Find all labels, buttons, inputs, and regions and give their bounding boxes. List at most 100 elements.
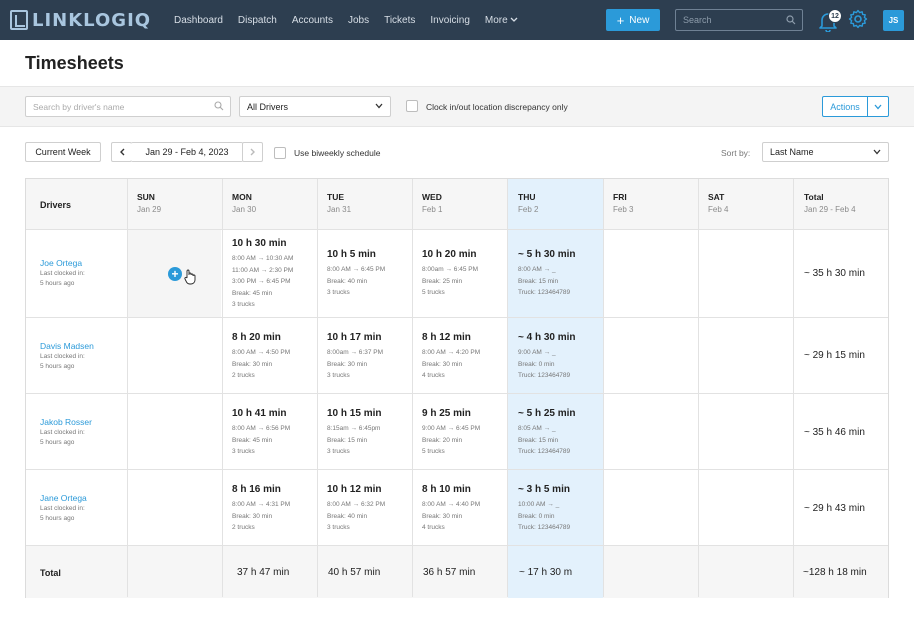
nav-jobs[interactable]: Jobs: [347, 14, 370, 26]
discrepancy-checkbox[interactable]: [406, 100, 418, 112]
day-name: WED: [422, 192, 442, 202]
truck-info: Truck: 123464789: [518, 372, 571, 379]
break-info: Break: 0 min: [518, 512, 555, 520]
add-entry-button[interactable]: +: [168, 267, 182, 281]
global-search-input[interactable]: [683, 13, 783, 27]
trucks-info: 4 trucks: [422, 524, 445, 531]
driver-cell: Davis Madsen Last clocked in: 5 hours ag…: [40, 341, 94, 371]
driver-search-input[interactable]: [33, 100, 203, 113]
column-divider: [127, 179, 128, 597]
search-icon[interactable]: [786, 15, 796, 25]
search-icon[interactable]: [214, 101, 224, 111]
week-total: ~ 29 h 43 min: [804, 503, 865, 514]
nav-tickets[interactable]: Tickets: [384, 14, 416, 26]
nav-invoicing[interactable]: Invoicing: [430, 14, 470, 26]
day-total: 8 h 20 min: [232, 332, 281, 343]
biweekly-label: Use biweekly schedule: [294, 148, 381, 158]
timesheet-cell[interactable]: 10 h 30 min 8:00 AM → 10:30 AM 11:00 AM …: [232, 238, 293, 311]
biweekly-checkbox[interactable]: [274, 147, 286, 159]
day-date: Feb 1: [422, 205, 443, 214]
gear-icon[interactable]: [848, 9, 868, 29]
footer-total-label: Total: [40, 568, 61, 578]
timesheet-cell[interactable]: 10 h 15 min 8:15am → 6:45pm Break: 15 mi…: [327, 408, 381, 458]
app-logo[interactable]: LINKLOGIQ: [10, 9, 151, 31]
driver-name-link[interactable]: Jane Ortega: [40, 493, 87, 503]
day-name: MON: [232, 192, 252, 202]
day-total: 10 h 12 min: [327, 484, 382, 495]
trucks-info: 2 trucks: [232, 372, 255, 379]
timesheet-cell[interactable]: 10 h 20 min 8:00am → 6:45 PM Break: 25 m…: [422, 249, 478, 299]
day-date: Feb 3: [613, 205, 634, 214]
timesheet-cell[interactable]: 8 h 10 min 8:00 AM → 4:40 PM Break: 30 m…: [422, 484, 480, 534]
break-info: Break: 45 min: [232, 436, 273, 444]
chevron-down-icon: [510, 17, 518, 22]
driver-name-link[interactable]: Davis Madsen: [40, 341, 94, 351]
timesheet-cell[interactable]: ~ 3 h 5 min 10:00 AM → _ Break: 0 min Tr…: [518, 484, 570, 534]
day-name: FRI: [613, 192, 627, 202]
day-total: 10 h 20 min: [422, 249, 477, 260]
timesheet-cell[interactable]: 9 h 25 min 9:00 AM → 6:45 PM Break: 20 m…: [422, 408, 480, 458]
trucks-info: 3 trucks: [327, 524, 350, 531]
footer-total-tue: 40 h 57 min: [328, 567, 381, 578]
break-info: Break: 30 min: [232, 360, 273, 368]
driver-name-link[interactable]: Jakob Rosser: [40, 417, 92, 427]
prev-week-button[interactable]: [111, 142, 132, 162]
actions-toggle[interactable]: [868, 97, 888, 116]
break-info: Break: 30 min: [327, 360, 368, 368]
last-clocked-value: 5 hours ago: [40, 363, 75, 370]
break-info: Break: 15 min: [518, 436, 559, 444]
new-button[interactable]: + New: [606, 9, 660, 31]
footer-total-thu: ~ 17 h 30 m: [519, 567, 573, 578]
day-date: Jan 29 - Feb 4: [804, 205, 856, 214]
break-info: Break: 30 min: [422, 360, 463, 368]
last-clocked-label: Last clocked in:: [40, 429, 85, 436]
day-name: THU: [518, 192, 536, 202]
sort-value: Last Name: [770, 147, 814, 157]
nav-dispatch[interactable]: Dispatch: [237, 14, 277, 26]
time-range: 3:00 PM → 6:45 PM: [232, 278, 291, 285]
chevron-down-icon: [873, 149, 881, 155]
timesheet-cell[interactable]: 8 h 20 min 8:00 AM → 4:50 PM Break: 30 m…: [232, 332, 290, 382]
column-divider: [317, 179, 318, 597]
timesheet-cell[interactable]: 10 h 12 min 8:00 AM → 6:32 PM Break: 40 …: [327, 484, 385, 534]
timesheet-cell[interactable]: ~ 4 h 30 min 9:00 AM → _ Break: 0 min Tr…: [518, 332, 576, 382]
time-range: 10:00 AM → _: [518, 501, 560, 508]
driver-name-link[interactable]: Joe Ortega: [40, 258, 83, 268]
current-week-button[interactable]: Current Week: [25, 142, 101, 162]
day-total: ~ 5 h 25 min: [518, 408, 576, 419]
sort-select[interactable]: Last Name: [762, 142, 889, 162]
driver-search: [25, 96, 231, 117]
actions-button-label[interactable]: Actions: [823, 97, 868, 116]
chevron-down-icon: [874, 104, 882, 109]
page-title: Timesheets: [25, 53, 124, 73]
nav-accounts[interactable]: Accounts: [291, 14, 333, 26]
break-info: Break: 40 min: [327, 277, 368, 285]
week-total: ~ 29 h 15 min: [804, 350, 865, 361]
nav-dashboard[interactable]: Dashboard: [174, 14, 223, 26]
timesheet-cell[interactable]: 10 h 17 min 8:00am → 6:37 PM Break: 30 m…: [327, 332, 383, 382]
driver-filter-value: All Drivers: [247, 101, 289, 112]
timesheet-cell[interactable]: ~ 5 h 30 min 8:00 AM → _ Break: 15 min T…: [518, 249, 576, 299]
next-week-button[interactable]: [242, 142, 263, 162]
row-divider: [26, 545, 888, 546]
footer-grand-total: ~128 h 18 min: [803, 567, 867, 578]
day-date: Jan 31: [327, 205, 352, 214]
driver-filter-select[interactable]: All Drivers: [239, 96, 391, 117]
timesheet-cell[interactable]: ~ 5 h 25 min 8:05 AM → _ Break: 15 min T…: [518, 408, 576, 458]
nav-more[interactable]: More: [485, 15, 519, 26]
day-name: TUE: [327, 192, 344, 202]
user-avatar[interactable]: JS: [883, 10, 904, 31]
timesheet-cell[interactable]: 10 h 41 min 8:00 AM → 6:56 PM Break: 45 …: [232, 408, 290, 458]
column-divider: [793, 179, 794, 597]
time-range: 8:00 AM → 6:45 PM: [327, 266, 386, 273]
timesheet-cell[interactable]: 10 h 5 min 8:00 AM → 6:45 PM Break: 40 m…: [327, 249, 385, 299]
actions-dropdown[interactable]: Actions: [822, 96, 889, 117]
timesheet-cell[interactable]: 8 h 12 min 8:00 AM → 4:20 PM Break: 30 m…: [422, 332, 480, 382]
trucks-info: 4 trucks: [422, 372, 445, 379]
time-range: 11:00 AM → 2:30 PM: [232, 266, 294, 274]
last-clocked-value: 5 hours ago: [40, 515, 75, 522]
timesheet-cell[interactable]: 8 h 16 min 8:00 AM → 4:31 PM Break: 30 m…: [232, 484, 290, 534]
time-range: 8:15am → 6:45pm: [327, 425, 381, 432]
day-total: 10 h 41 min: [232, 408, 287, 419]
last-clocked-label: Last clocked in:: [40, 353, 85, 360]
